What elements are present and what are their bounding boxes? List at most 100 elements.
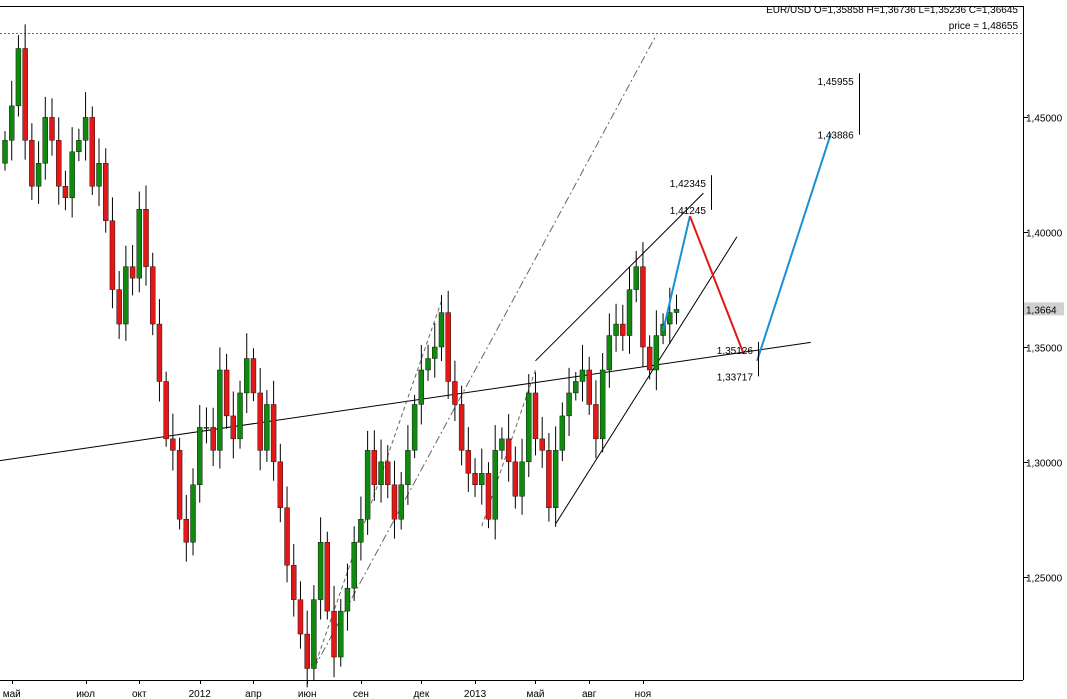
trendline xyxy=(313,300,442,669)
candle-body xyxy=(344,587,351,612)
candle-body xyxy=(472,473,478,486)
candle-body xyxy=(136,209,143,279)
current-price-label: 1,3664 xyxy=(1026,305,1057,316)
candle-body xyxy=(230,415,237,440)
candle-body xyxy=(646,346,653,371)
candle-body xyxy=(170,438,176,451)
annotations: 1,42345 1,41245 1,35126 1,33717 1,45955 1,438… xyxy=(670,73,860,383)
candle-body xyxy=(552,450,559,508)
candle-body xyxy=(633,266,639,290)
level-label: 1,43886 xyxy=(818,131,855,142)
y-tick-label: 1,40000 xyxy=(1026,229,1063,240)
candle-body xyxy=(183,519,190,543)
candle-body xyxy=(445,312,451,382)
candle-body xyxy=(438,312,445,348)
level-label: 1,42345 xyxy=(670,179,707,190)
candle-body xyxy=(458,404,465,451)
candle-body xyxy=(479,473,485,486)
candle-body xyxy=(505,438,512,463)
candle-body xyxy=(311,599,317,669)
x-tick-label: 2012 xyxy=(189,689,212,699)
candle-body xyxy=(96,163,102,187)
candle-body xyxy=(9,105,15,141)
candle-body xyxy=(163,381,169,440)
x-tick-label: май xyxy=(526,689,544,699)
candle-body xyxy=(512,461,519,497)
candle-body xyxy=(129,266,136,279)
candle-body xyxy=(358,519,364,543)
x-tick-label: июн xyxy=(298,689,317,699)
candle-body xyxy=(270,404,277,463)
candle-body xyxy=(76,140,82,153)
candle-body xyxy=(405,450,411,486)
price-line-label: price = 1,48655 xyxy=(949,21,1019,32)
candle-body xyxy=(432,346,438,359)
candle-body xyxy=(56,140,62,187)
ohlc-readout: EUR/USD O=1,35858 H=1,36736 L=1,35236 C=… xyxy=(766,5,1018,16)
candle-body xyxy=(425,358,431,371)
trendline xyxy=(555,236,738,525)
level-label: 1,33717 xyxy=(717,372,754,383)
x-tick-label: сен xyxy=(353,689,369,699)
candle-body xyxy=(291,564,297,600)
candle-body xyxy=(606,335,613,371)
candle-body xyxy=(667,312,673,325)
candle-body xyxy=(317,542,324,600)
candle-body xyxy=(532,392,539,440)
candle-body xyxy=(599,369,606,440)
candle-body xyxy=(223,369,230,417)
candle-body xyxy=(499,438,505,451)
candle-body xyxy=(351,542,357,589)
candle-body xyxy=(559,415,566,451)
trendline xyxy=(0,341,811,462)
candles xyxy=(2,24,680,688)
candle-body xyxy=(653,335,660,371)
candle-body xyxy=(156,323,163,382)
trendline xyxy=(535,192,704,362)
y-axis: 1,25000 1,30000 1,35000 1,40000 1,45000 xyxy=(1023,114,1063,585)
candle-body xyxy=(586,369,592,405)
x-tick-label: авг xyxy=(582,689,597,699)
candle-body xyxy=(35,163,42,187)
candle-body xyxy=(378,461,384,486)
candle-body xyxy=(418,369,425,405)
candle-body xyxy=(197,427,203,486)
candle-body xyxy=(89,117,95,187)
candle-body xyxy=(465,450,472,474)
candle-body xyxy=(62,186,69,198)
x-tick-label: 2013 xyxy=(464,689,487,699)
y-tick-label: 1,25000 xyxy=(1026,574,1063,585)
level-label: 1,41245 xyxy=(670,206,707,217)
candle-body xyxy=(573,381,579,394)
candle-body xyxy=(364,450,371,520)
candle-body xyxy=(411,404,418,451)
candle-body xyxy=(331,610,337,658)
candle-body xyxy=(519,461,525,497)
candle-body xyxy=(203,427,210,429)
candle-body xyxy=(371,450,378,486)
candle-body xyxy=(103,163,109,221)
x-tick-label: июл xyxy=(76,689,95,699)
candle-body xyxy=(123,266,129,325)
candle-body xyxy=(176,450,183,520)
candle-body xyxy=(385,461,391,486)
candle-body xyxy=(42,117,48,164)
candle-body xyxy=(244,358,250,394)
candle-body xyxy=(49,117,55,141)
x-tick-label: ноя xyxy=(635,689,652,699)
candle-body xyxy=(391,484,398,520)
candle-body xyxy=(116,289,122,325)
candle-body xyxy=(109,220,116,290)
candle-body xyxy=(150,266,156,325)
candle-body xyxy=(143,209,149,267)
candle-body xyxy=(210,427,216,451)
x-tick-label: окт xyxy=(132,689,147,699)
candle-body xyxy=(190,484,196,543)
level-label: 1,35126 xyxy=(717,346,754,357)
candle-body xyxy=(237,392,243,440)
candle-body xyxy=(250,358,257,394)
x-tick-label: апр xyxy=(245,689,262,699)
candle-body xyxy=(398,484,404,520)
candle-body xyxy=(29,140,35,187)
